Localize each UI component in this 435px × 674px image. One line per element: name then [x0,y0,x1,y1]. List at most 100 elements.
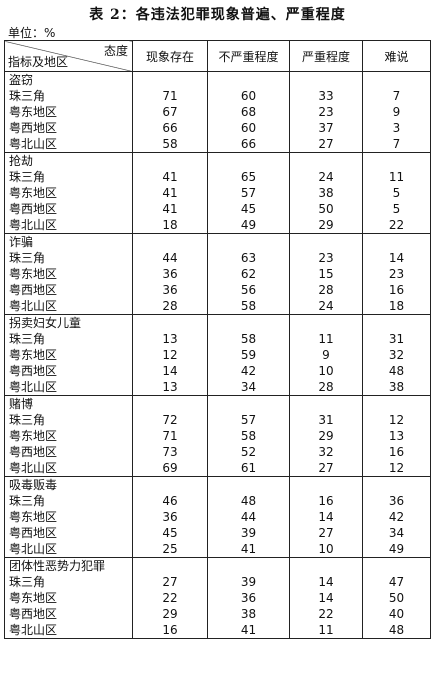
table-row: 粤北山区 16 41 11 48 [4,622,431,639]
value-cell: 42 [362,509,431,525]
value-cell: 5 [362,201,431,217]
category-row: 吸毒贩毒 [4,476,431,493]
value-cell: 28 [289,379,363,396]
category-label: 吸毒贩毒 [4,476,133,493]
region-label: 粤西地区 [4,525,133,541]
region-label: 粤北山区 [4,541,133,558]
region-label: 珠三角 [4,574,133,590]
value-cell: 59 [207,347,290,363]
value-cell: 31 [362,331,431,347]
value-cell: 15 [289,266,363,282]
value-cell: 12 [362,460,431,477]
value-cell: 28 [289,282,363,298]
value-cell: 10 [289,363,363,379]
table-row: 粤东地区 67 68 23 9 [4,104,431,120]
value-cell: 16 [362,282,431,298]
category-row: 诈骗 [4,233,431,250]
empty-cell [132,314,208,331]
table-row: 珠三角 13 58 11 31 [4,331,431,347]
empty-cell [362,152,431,169]
empty-cell [207,395,290,412]
table-body: 盗窃 珠三角 71 60 33 7 粤东地区 67 68 23 9 粤西地区 66 60 37 3 粤北山区 58… [4,71,431,639]
region-label: 珠三角 [4,88,133,104]
value-cell: 48 [362,622,431,639]
value-cell: 7 [362,136,431,153]
value-cell: 60 [207,120,290,136]
region-label: 粤东地区 [4,509,133,525]
value-cell: 48 [362,363,431,379]
value-cell: 61 [207,460,290,477]
value-cell: 27 [289,525,363,541]
table-row: 粤西地区 14 42 10 48 [4,363,431,379]
value-cell: 41 [207,541,290,558]
empty-cell [207,557,290,574]
region-label: 粤北山区 [4,379,133,396]
value-cell: 5 [362,185,431,201]
table-row: 珠三角 44 63 23 14 [4,250,431,266]
value-cell: 29 [289,217,363,234]
region-label: 粤北山区 [4,136,133,153]
table-row: 珠三角 46 48 16 36 [4,493,431,509]
value-cell: 71 [132,428,208,444]
table-row: 粤西地区 66 60 37 3 [4,120,431,136]
value-cell: 57 [207,412,290,428]
region-label: 粤北山区 [4,217,133,234]
region-label: 粤西地区 [4,444,133,460]
empty-cell [362,395,431,412]
table-row: 粤西地区 41 45 50 5 [4,201,431,217]
value-cell: 22 [362,217,431,234]
region-label: 珠三角 [4,331,133,347]
empty-cell [207,314,290,331]
empty-cell [362,557,431,574]
value-cell: 41 [132,169,208,185]
value-cell: 50 [289,201,363,217]
value-cell: 18 [132,217,208,234]
region-label: 粤东地区 [4,104,133,120]
table-row: 粤西地区 29 38 22 40 [4,606,431,622]
value-cell: 34 [207,379,290,396]
value-cell: 22 [132,590,208,606]
category-row: 拐卖妇女儿童 [4,314,431,331]
value-cell: 32 [289,444,363,460]
value-cell: 69 [132,460,208,477]
region-label: 粤西地区 [4,282,133,298]
value-cell: 14 [132,363,208,379]
value-cell: 11 [362,169,431,185]
value-cell: 24 [289,169,363,185]
value-cell: 73 [132,444,208,460]
table-row: 粤北山区 25 41 10 49 [4,541,431,558]
region-label: 粤东地区 [4,590,133,606]
value-cell: 38 [289,185,363,201]
table-row: 粤北山区 18 49 29 22 [4,217,431,234]
table-row: 粤北山区 58 66 27 7 [4,136,431,153]
value-cell: 9 [289,347,363,363]
empty-cell [289,314,363,331]
value-cell: 39 [207,525,290,541]
value-cell: 14 [289,509,363,525]
table-row: 粤东地区 71 58 29 13 [4,428,431,444]
value-cell: 14 [362,250,431,266]
value-cell: 27 [289,136,363,153]
category-row: 团体性恶势力犯罪 [4,557,431,574]
empty-cell [132,152,208,169]
header-attitude-label: 态度 [103,44,128,58]
value-cell: 11 [289,622,363,639]
value-cell: 56 [207,282,290,298]
empty-cell [289,71,363,88]
value-cell: 45 [132,525,208,541]
value-cell: 58 [207,298,290,315]
region-label: 珠三角 [4,412,133,428]
value-cell: 65 [207,169,290,185]
value-cell: 47 [362,574,431,590]
region-label: 珠三角 [4,250,133,266]
table-row: 粤北山区 28 58 24 18 [4,298,431,315]
value-cell: 10 [289,541,363,558]
value-cell: 72 [132,412,208,428]
value-cell: 46 [132,493,208,509]
value-cell: 11 [289,331,363,347]
value-cell: 36 [132,509,208,525]
value-cell: 18 [362,298,431,315]
value-cell: 22 [289,606,363,622]
value-cell: 58 [207,331,290,347]
region-label: 珠三角 [4,493,133,509]
